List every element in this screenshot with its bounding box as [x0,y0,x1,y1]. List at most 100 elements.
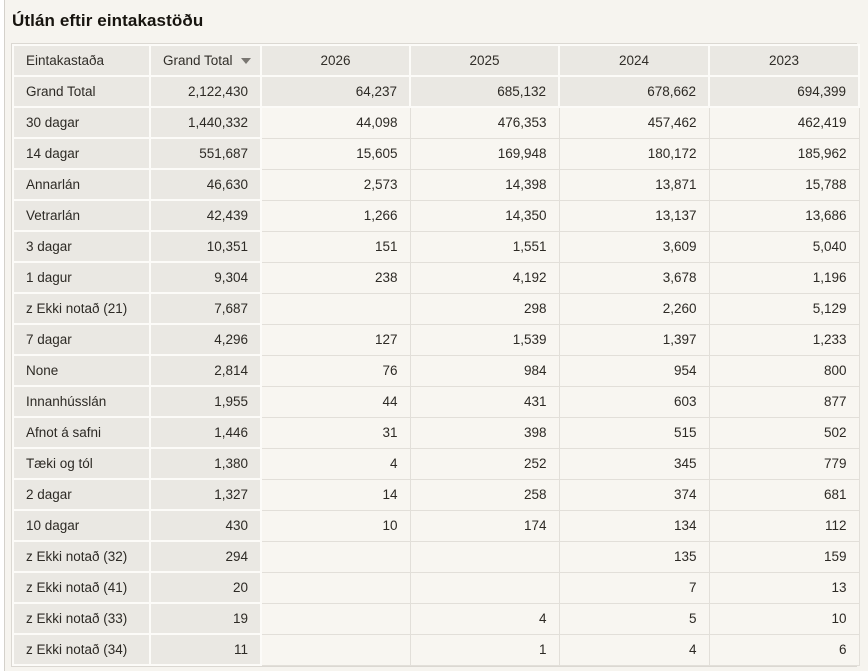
row-label-cell: 2 dagar [12,478,151,511]
data-cell: 159 [708,540,860,573]
row-label-cell: Vetrarlán [12,199,151,232]
data-cell: 2,814 [149,354,262,387]
data-cell: 44 [260,385,411,418]
data-cell: 7,687 [149,292,262,325]
row-label-cell: 10 dagar [12,509,151,542]
table-row: z Ekki notað (41) 20 7 13 [12,571,860,604]
data-cell: 3,609 [558,230,710,263]
row-label-cell: z Ekki notað (32) [12,540,151,573]
data-cell [260,571,411,604]
data-cell: 7 [558,571,710,604]
data-cell: 13,686 [708,199,860,232]
data-cell: 258 [409,478,560,511]
data-cell [409,540,560,573]
data-cell [260,540,411,573]
data-cell: 5,129 [708,292,860,325]
row-label-cell: 3 dagar [12,230,151,263]
column-header-grand-total[interactable]: Grand Total [149,44,262,77]
column-header-label: 2025 [469,53,500,68]
row-label-cell: 14 dagar [12,137,151,170]
column-header-label: Grand Total [163,53,233,68]
table-row: 7 dagar 4,296 127 1,539 1,397 1,233 [12,323,860,356]
data-cell: 3,678 [558,261,710,294]
data-cell: 5 [558,602,710,635]
data-cell: 19 [149,602,262,635]
data-cell: 151 [260,230,411,263]
data-cell: 603 [558,385,710,418]
data-cell: 13,137 [558,199,710,232]
row-label-cell: 30 dagar [12,106,151,139]
data-cell: 13 [708,571,860,604]
data-cell: 2,573 [260,168,411,201]
data-cell: 681 [708,478,860,511]
data-cell: 4,192 [409,261,560,294]
data-cell: 112 [708,509,860,542]
data-cell: 1,551 [409,230,560,263]
data-cell: 5,040 [708,230,860,263]
data-cell: 4 [409,602,560,635]
data-cell: 294 [149,540,262,573]
data-cell: 14 [260,478,411,511]
data-cell: 127 [260,323,411,356]
data-cell: 1,233 [708,323,860,356]
data-cell [260,602,411,635]
data-cell: 1,539 [409,323,560,356]
data-cell: 252 [409,447,560,480]
data-cell: 10 [708,602,860,635]
column-header-2023[interactable]: 2023 [708,44,860,77]
data-cell: 185,962 [708,137,860,170]
data-cell [260,292,411,325]
column-header-label: 2026 [320,53,351,68]
data-cell: 76 [260,354,411,387]
table-row: None 2,814 76 984 954 800 [12,354,860,387]
data-cell: 64,237 [260,75,411,108]
data-cell: 678,662 [558,75,710,108]
data-cell: 169,948 [409,137,560,170]
data-cell: 134 [558,509,710,542]
data-cell: 1,196 [708,261,860,294]
pivot-table-container: Eintakastaða Grand Total 2026 2025 2024 2023 … [11,43,860,667]
table-row: 14 dagar 551,687 15,605 169,948 180,172 185,9… [12,137,860,170]
column-header-label: Eintakastaða [26,53,105,68]
data-cell [409,571,560,604]
data-cell: 15,605 [260,137,411,170]
table-row: Afnot á safni 1,446 31 398 515 502 [12,416,860,449]
data-cell: 1,955 [149,385,262,418]
data-cell: 779 [708,447,860,480]
table-row: 3 dagar 10,351 151 1,551 3,609 5,040 [12,230,860,263]
data-cell: 13,871 [558,168,710,201]
data-cell [260,633,411,666]
column-header-2026[interactable]: 2026 [260,44,411,77]
data-cell: 1,397 [558,323,710,356]
data-cell: 1,446 [149,416,262,449]
data-cell: 1,440,332 [149,106,262,139]
table-row: Innanhússlán 1,955 44 431 603 877 [12,385,860,418]
data-cell: 954 [558,354,710,387]
column-header-2025[interactable]: 2025 [409,44,560,77]
data-cell: 515 [558,416,710,449]
data-cell: 42,439 [149,199,262,232]
data-cell: 551,687 [149,137,262,170]
report-panel: Útlán eftir eintakastöðu Eintakastaða Gra… [4,0,868,671]
data-cell: 685,132 [409,75,560,108]
data-cell: 44,098 [260,106,411,139]
table-row: Annarlán 46,630 2,573 14,398 13,871 15,788 [12,168,860,201]
column-header-2024[interactable]: 2024 [558,44,710,77]
data-cell: 174 [409,509,560,542]
data-cell: 430 [149,509,262,542]
data-cell: 398 [409,416,560,449]
row-label-cell: Annarlán [12,168,151,201]
row-label-cell: z Ekki notað (34) [12,633,151,666]
data-cell: 31 [260,416,411,449]
column-header-eintakastada[interactable]: Eintakastaða [12,44,151,77]
table-row: z Ekki notað (32) 294 135 159 [12,540,860,573]
data-cell: 1,266 [260,199,411,232]
grand-total-row: Grand Total 2,122,430 64,237 685,132 678,662… [12,75,860,108]
data-cell: 4 [558,633,710,666]
data-cell: 694,399 [708,75,860,108]
row-label-cell: z Ekki notað (33) [12,602,151,635]
table-row: z Ekki notað (21) 7,687 298 2,260 5,129 [12,292,860,325]
data-cell: 11 [149,633,262,666]
data-cell: 1,380 [149,447,262,480]
data-cell: 431 [409,385,560,418]
